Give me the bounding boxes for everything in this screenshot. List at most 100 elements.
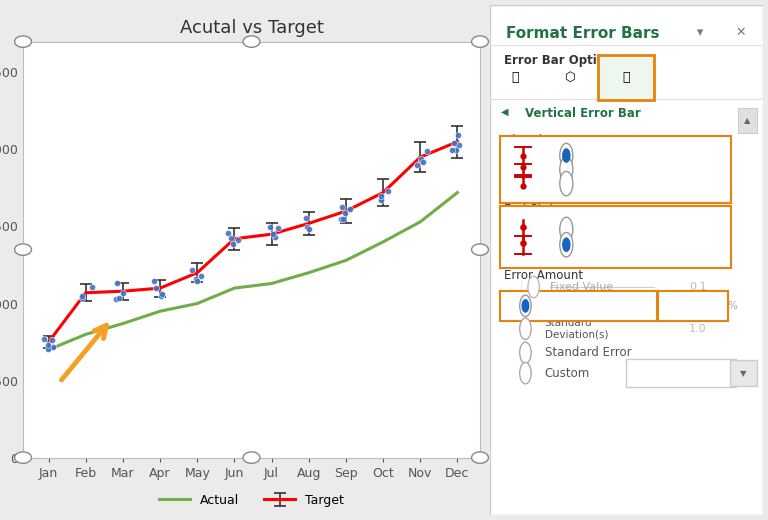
Text: 🪣: 🪣 [511,71,519,84]
FancyBboxPatch shape [658,291,728,321]
Text: Both: Both [591,149,618,162]
Point [336,215,348,224]
Point [110,295,122,304]
Point [191,277,204,285]
Point [227,240,239,249]
FancyBboxPatch shape [730,360,757,386]
Line: Actual: Actual [48,192,458,350]
FancyBboxPatch shape [500,136,730,203]
Point [337,215,349,224]
Text: 1.0: 1.0 [689,324,707,334]
Point [382,186,394,194]
FancyBboxPatch shape [500,206,730,268]
FancyBboxPatch shape [490,5,763,515]
Circle shape [560,171,573,196]
Point [450,146,462,154]
Point [415,155,427,163]
Point [155,290,167,298]
Actual [453,189,462,196]
Point [190,275,203,283]
Point [272,224,284,232]
Actual [44,347,53,353]
Point [42,341,55,349]
Circle shape [520,318,531,340]
Text: Vertical Error Bar: Vertical Error Bar [525,107,641,120]
Circle shape [563,149,570,162]
Actual [81,331,91,337]
Text: Format Error Bars: Format Error Bars [506,25,660,41]
Text: ▾: ▾ [697,27,703,40]
Point [46,343,58,352]
Point [269,233,281,241]
Point [417,158,429,166]
Actual [230,285,239,291]
FancyBboxPatch shape [626,359,736,387]
Actual [341,257,350,264]
Point [266,230,279,238]
Point [155,292,167,300]
Text: Standard
Deviation(s): Standard Deviation(s) [545,318,608,340]
Point [446,146,458,154]
Point [420,147,432,155]
FancyBboxPatch shape [500,291,657,321]
Text: Plus: Plus [591,177,615,190]
Point [448,139,460,148]
Circle shape [520,342,531,363]
Point [264,223,276,231]
Point [411,161,423,169]
Text: %: % [727,301,737,311]
FancyBboxPatch shape [598,55,654,100]
Text: Fixed Value: Fixed Value [550,282,613,292]
Point [113,294,125,302]
Actual [379,239,388,245]
Text: No Cap: No Cap [591,223,634,236]
Actual [415,219,425,225]
Text: Percentage: Percentage [545,300,611,313]
Point [300,214,312,222]
Text: Standard Error: Standard Error [545,346,631,359]
Circle shape [563,238,570,251]
Point [111,279,123,288]
Legend: Actual, Target: Actual, Target [154,489,349,512]
Point [517,239,529,248]
Circle shape [560,217,573,242]
Text: 5: 5 [673,300,680,313]
Text: Specify Value: Specify Value [645,368,716,378]
Point [76,294,88,302]
Text: ◀: ◀ [501,107,508,117]
Point [186,265,198,274]
Point [224,233,237,242]
Text: ⬡: ⬡ [564,71,574,84]
Point [452,131,464,139]
Text: 📊: 📊 [623,71,630,84]
Text: ✕: ✕ [736,25,746,38]
Point [46,336,58,345]
Point [117,289,129,297]
Circle shape [528,276,539,298]
Circle shape [522,300,528,312]
FancyBboxPatch shape [738,108,757,133]
Point [303,225,316,233]
Point [195,272,207,280]
Circle shape [520,295,531,317]
Point [232,236,244,244]
Point [517,163,529,172]
Title: Acutal vs Target: Acutal vs Target [180,19,323,37]
Point [517,151,529,160]
Actual [118,320,127,327]
Text: Minus: Minus [591,163,625,176]
Text: ▲: ▲ [744,116,751,125]
Text: Cap: Cap [591,238,614,251]
Circle shape [560,157,573,181]
Point [75,292,88,300]
Text: Direction: Direction [504,134,558,147]
Point [375,196,387,204]
Point [336,203,348,212]
Point [301,223,313,231]
Actual [304,269,313,276]
Point [86,283,98,291]
Circle shape [520,362,531,384]
Point [41,345,54,353]
Circle shape [560,232,573,257]
Text: 0.1: 0.1 [689,282,707,292]
